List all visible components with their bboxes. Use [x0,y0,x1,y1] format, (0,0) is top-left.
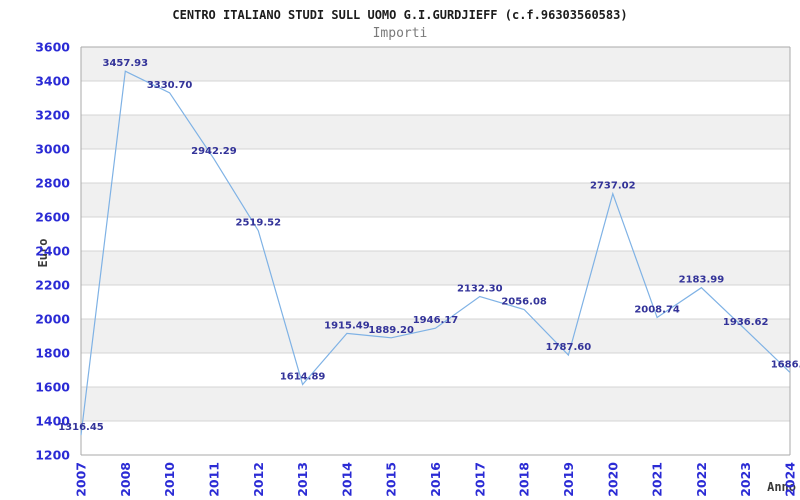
data-label: 1787.60 [546,342,592,353]
data-label: 2519.52 [236,218,282,229]
x-tick-label: 2024 [783,462,798,497]
data-label: 2132.30 [457,284,503,295]
x-tick-label: 2010 [162,462,177,497]
data-label: 2008.74 [634,305,680,316]
data-label: 3330.70 [147,80,193,91]
y-tick-label: 2000 [35,312,70,327]
y-tick-label: 2200 [35,278,70,293]
x-tick-label: 2013 [295,462,310,497]
chart-subtitle: Importi [372,26,428,41]
shaded-band [81,387,790,421]
x-tick-label: 2019 [561,462,576,497]
data-label: 1889.20 [368,325,414,336]
x-axis-title: Anno [767,480,796,494]
y-tick-label: 3200 [35,108,70,123]
y-tick-label: 1600 [35,380,70,395]
data-label: 1614.89 [280,372,326,383]
shaded-band [81,183,790,217]
data-label: 2737.02 [590,181,636,192]
data-label: 2183.99 [679,275,725,286]
data-label: 1915.49 [324,320,370,331]
data-label: 1686.0 [771,359,800,370]
shaded-band [81,115,790,149]
x-tick-label: 2008 [118,462,133,497]
shaded-band [81,251,790,285]
x-tick-label: 2011 [206,462,221,497]
y-tick-label: 3400 [35,74,70,89]
x-tick-label: 2020 [605,462,620,497]
shaded-band [81,47,790,81]
x-tick-label: 2014 [339,462,354,497]
y-tick-label: 1200 [35,448,70,463]
y-tick-label: 1400 [35,414,70,429]
x-tick-label: 2018 [517,462,532,497]
x-tick-label: 2022 [694,462,709,497]
chart-title: CENTRO ITALIANO STUDI SULL UOMO G.I.GURD… [172,8,628,22]
data-label: 2942.29 [191,146,237,157]
y-tick-label: 3600 [35,40,70,55]
data-label: 1316.45 [58,422,104,433]
x-tick-label: 2017 [472,462,487,497]
y-tick-label: 1800 [35,346,70,361]
data-label: 1946.17 [413,315,459,326]
x-tick-label: 2012 [251,462,266,497]
x-tick-label: 2021 [650,462,665,497]
series-line [80,70,791,436]
shaded-band [81,319,790,353]
x-tick-label: 2007 [74,462,89,497]
data-label: 2056.08 [501,297,547,308]
data-label: 1936.62 [723,317,769,328]
y-tick-label: 3000 [35,142,70,157]
y-tick-label: 2800 [35,176,70,191]
y-tick-label: 2600 [35,210,70,225]
x-tick-label: 2023 [738,462,753,497]
data-label: 3457.93 [103,58,149,69]
x-tick-label: 2016 [428,462,443,497]
y-tick-label: 2400 [35,244,70,259]
x-tick-label: 2015 [384,462,399,497]
